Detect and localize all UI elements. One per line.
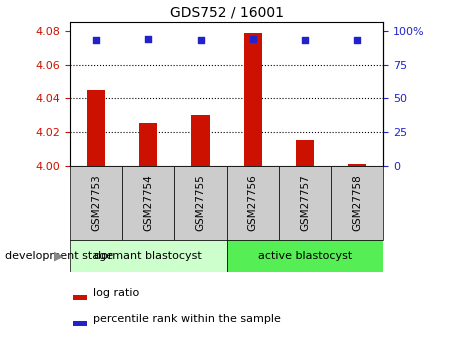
Bar (70, 240, 226, 272)
Bar (226, 166, 279, 240)
Bar (122, 166, 175, 240)
Bar (244, 32, 262, 166)
Bar (73, 295, 87, 300)
Text: dormant blastocyst: dormant blastocyst (94, 251, 202, 260)
Text: active blastocyst: active blastocyst (258, 251, 352, 260)
Point (145, 36, 152, 42)
Text: log ratio: log ratio (93, 288, 140, 298)
Text: GSM27757: GSM27757 (300, 174, 310, 231)
Bar (226, 240, 383, 272)
Point (197, 38, 204, 43)
Text: GSM27756: GSM27756 (248, 174, 258, 231)
Text: GSM27755: GSM27755 (195, 174, 206, 231)
Bar (73, 321, 87, 326)
Text: GSM27758: GSM27758 (352, 174, 362, 231)
Bar (70, 166, 122, 240)
Bar (331, 166, 383, 240)
Point (354, 38, 361, 43)
Text: percentile rank within the sample: percentile rank within the sample (93, 314, 281, 324)
Point (92, 38, 100, 43)
Bar (296, 140, 314, 166)
Bar (348, 164, 366, 166)
Point (249, 36, 256, 42)
Title: GDS752 / 16001: GDS752 / 16001 (170, 6, 284, 20)
Bar (175, 166, 226, 240)
Bar (279, 166, 331, 240)
Bar (139, 124, 157, 166)
Bar (191, 115, 210, 166)
Text: ▶: ▶ (54, 249, 64, 262)
Point (301, 38, 308, 43)
Bar (87, 90, 105, 166)
Text: development stage: development stage (5, 251, 113, 260)
Text: GSM27753: GSM27753 (91, 174, 101, 231)
Text: GSM27754: GSM27754 (143, 174, 153, 231)
